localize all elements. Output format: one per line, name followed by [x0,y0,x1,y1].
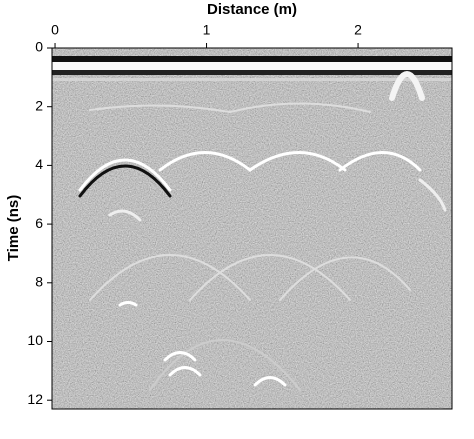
y-tick-label: 8 [35,273,43,289]
x-tick-label: 0 [51,22,59,38]
plot-frame [51,47,453,410]
direct-wave [52,78,452,81]
y-tick-label: 12 [27,391,43,407]
y-tick-label: 4 [35,156,43,172]
x-tick-label: 1 [203,22,211,38]
y-tick-label: 6 [35,215,43,231]
direct-wave [52,56,452,62]
noise-texture [52,48,452,409]
x-tick-label: 2 [354,22,362,38]
direct-wave [52,62,452,70]
y-axis-title: Time (ns) [5,195,22,261]
reflections [78,71,447,391]
y-tick-label: 10 [27,332,43,348]
radargram-image [52,48,452,409]
direct-wave [52,70,452,75]
x-axis-title: Distance (m) [207,1,297,18]
y-tick-label: 0 [35,39,43,55]
y-tick-label: 2 [35,97,43,113]
